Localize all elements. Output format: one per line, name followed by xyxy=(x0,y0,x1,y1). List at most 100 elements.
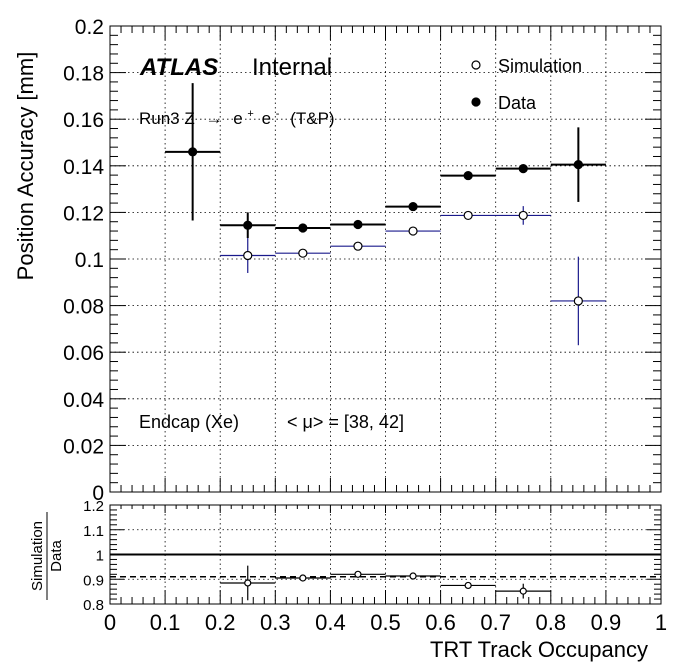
data-marker xyxy=(243,220,253,230)
x-tick-label: 0.1 xyxy=(150,610,181,635)
ratio-reference-lines xyxy=(110,553,661,578)
ratio-y-tick-labels: 0.8 0.9 1 1.1 1.2 xyxy=(83,498,104,614)
x-tick-label: 0 xyxy=(104,610,116,635)
ratio-panel: 0.80.911.11.2 0 0.1 0.2 0.3 0.4 0.5 0.6 0.7 0.8 0… xyxy=(29,498,667,662)
legend-simulation-marker xyxy=(471,60,481,70)
x-tick-labels: 0 0.1 0.2 0.3 0.4 0.5 0.6 0.7 0.8 0.9 1 xyxy=(104,610,667,635)
legend-data-label: Data xyxy=(498,93,537,113)
main-y-tick-label: 0.1 xyxy=(75,249,104,272)
ratio-marker xyxy=(299,574,307,582)
data-point xyxy=(495,163,551,174)
data-marker xyxy=(188,147,198,157)
simulation-marker xyxy=(573,296,583,306)
main-series xyxy=(165,83,606,346)
simulation-marker xyxy=(353,241,363,251)
x-tick-label: 0.4 xyxy=(315,610,346,635)
data-point xyxy=(550,127,606,202)
simulation-marker xyxy=(243,250,253,261)
region-label: Endcap (Xe) xyxy=(139,412,239,432)
ratio-y-tick-label: 1 xyxy=(96,548,104,565)
main-y-tick-label: 0.04 xyxy=(63,389,104,412)
ratio-series xyxy=(220,565,551,601)
ratio-y-axis-label: Simulation Data xyxy=(29,512,65,600)
ratio-point xyxy=(385,572,441,580)
data-point xyxy=(330,219,386,230)
data-marker xyxy=(573,160,583,170)
data-point xyxy=(275,223,331,233)
ratio-ticks xyxy=(109,504,662,605)
main-y-tick-label: 0.12 xyxy=(63,202,104,225)
x-tick-label: 0.6 xyxy=(425,610,456,635)
main-ticks xyxy=(109,25,662,493)
x-tick-label: 0.8 xyxy=(536,610,567,635)
legend-data-marker xyxy=(471,97,481,107)
ratio-y-tick-label: 1.1 xyxy=(83,523,104,540)
data-marker xyxy=(298,223,308,233)
process-label: Run3 Z → e + e - (T&P) xyxy=(139,102,335,128)
simulation-point xyxy=(550,256,606,346)
ratio-marker xyxy=(354,570,362,578)
simulation-marker xyxy=(518,210,528,221)
x-tick-label: 0.3 xyxy=(260,610,291,635)
x-tick-label: 0.2 xyxy=(205,610,236,635)
ratio-point xyxy=(330,570,386,578)
internal-label: Internal xyxy=(252,54,332,81)
ratio-point xyxy=(275,574,331,582)
electron-minus: e xyxy=(262,109,271,128)
mu-label: < μ> = [38, 42] xyxy=(287,412,404,432)
main-y-tick-label: 0.18 xyxy=(63,63,104,86)
ratio-y-tick-label: 0.8 xyxy=(83,597,104,614)
data-marker xyxy=(353,219,363,230)
main-y-tick-label: 0.02 xyxy=(63,435,104,458)
legend: Simulation Data xyxy=(471,56,582,113)
data-point xyxy=(220,212,276,239)
data-point xyxy=(165,83,221,221)
data-marker xyxy=(518,163,528,174)
simulation-marker xyxy=(298,248,308,258)
process-prefix: Run3 Z xyxy=(139,109,195,128)
main-y-tick-label: 0.2 xyxy=(75,16,104,39)
atlas-label: ATLAS xyxy=(139,54,218,81)
main-grid xyxy=(110,26,661,492)
data-point xyxy=(385,201,441,212)
ratio-marker xyxy=(464,581,472,590)
main-y-tick-label: 0 xyxy=(92,482,104,505)
main-y-tick-labels: 0 0.02 0.04 0.06 0.08 0.1 0.12 0.14 0.16 0.18 0.2 xyxy=(63,16,104,505)
main-y-tick-label: 0.16 xyxy=(63,109,104,132)
x-tick-label: 0.9 xyxy=(591,610,622,635)
main-y-axis-label: Position Accuracy [mm] xyxy=(13,52,38,281)
main-y-tick-label: 0.06 xyxy=(63,342,104,365)
ratio-marker xyxy=(519,587,527,595)
simulation-point xyxy=(440,210,496,221)
simulation-marker xyxy=(463,210,473,221)
ratio-point xyxy=(220,565,276,601)
ratio-point xyxy=(440,581,496,590)
ratio-point xyxy=(495,583,551,599)
ratio-y-tick-label: 0.9 xyxy=(83,572,104,589)
x-tick-label: 1 xyxy=(655,610,667,635)
electron-plus: e xyxy=(233,109,242,128)
simulation-point xyxy=(330,241,386,251)
simulation-point xyxy=(275,248,331,258)
legend-simulation-label: Simulation xyxy=(498,56,582,76)
main-y-tick-label: 0.08 xyxy=(63,296,104,319)
process-arrow: → xyxy=(205,109,222,128)
process-suffix: (T&P) xyxy=(290,109,334,128)
simulation-point xyxy=(495,206,551,225)
simulation-point xyxy=(220,238,276,273)
data-marker xyxy=(408,201,418,212)
ratio-marker xyxy=(409,572,417,580)
x-tick-label: 0.5 xyxy=(370,610,401,635)
ratio-ylabel-denominator: Data xyxy=(48,540,65,572)
main-y-tick-label: 0.14 xyxy=(63,156,104,179)
data-marker xyxy=(463,170,473,181)
simulation-point xyxy=(385,226,441,236)
plus-sign: + xyxy=(247,108,253,120)
data-point xyxy=(440,170,496,181)
x-axis-label: TRT Track Occupancy xyxy=(430,637,648,662)
simulation-marker xyxy=(408,226,418,236)
main-panel: 00.020.040.060.080.10.120.140.160.180.2 … xyxy=(13,16,662,505)
x-tick-label: 0.7 xyxy=(480,610,511,635)
ratio-y-tick-label: 1.2 xyxy=(83,498,104,515)
